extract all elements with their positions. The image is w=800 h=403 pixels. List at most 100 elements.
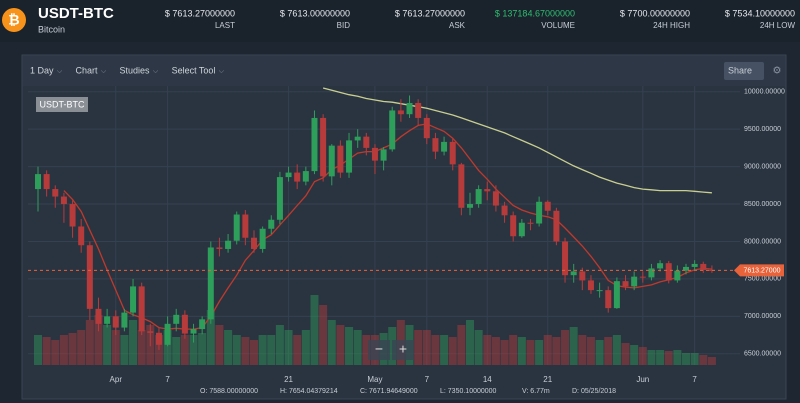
stat-value: $ 7613.27000000 <box>165 8 235 18</box>
candle-body <box>562 241 569 276</box>
header-bar <box>0 0 800 42</box>
candle-body <box>268 219 275 229</box>
candle-body <box>639 276 646 278</box>
toolbar <box>23 56 785 86</box>
candle-body <box>294 172 301 182</box>
volume-bar <box>699 355 708 365</box>
zoom-in[interactable] <box>392 340 414 360</box>
x-tick-label: 21 <box>284 375 293 384</box>
x-tick-label: Apr <box>110 375 123 384</box>
volume-bar <box>638 347 647 365</box>
volume-bar <box>301 330 310 365</box>
volume-bar <box>180 335 189 365</box>
candle-body <box>337 145 344 173</box>
dropdown-caret: ⌵ <box>57 68 63 75</box>
candle-body <box>259 228 266 249</box>
candle-body <box>35 174 41 190</box>
toolbar-item[interactable]: Chart <box>76 65 99 75</box>
ohlc-readout: H: 7654.04379214 <box>280 388 338 395</box>
stat-value: $ 7613.27000000 <box>395 8 465 18</box>
volume-bar <box>77 330 86 365</box>
candle-body <box>207 247 214 320</box>
candle-body <box>60 196 67 205</box>
dropdown-caret: ⌵ <box>101 68 107 75</box>
volume-bar <box>336 325 345 365</box>
candle-body <box>553 210 560 242</box>
candle-body <box>570 271 577 276</box>
candle-body <box>173 314 180 324</box>
x-tick-label: May <box>367 375 382 384</box>
ohlc-readout: D: 05/25/2018 <box>572 388 616 395</box>
volume-bar <box>535 340 544 365</box>
volume-bar <box>310 295 319 365</box>
moving-average <box>63 123 712 330</box>
zoom-controls: − + <box>368 340 414 360</box>
y-tick-label: 7500.00000 <box>744 276 781 283</box>
volume-bar <box>595 340 604 365</box>
candle-body <box>138 286 145 332</box>
volume-bar <box>621 343 630 365</box>
zoom-in-icon[interactable]: + <box>399 341 407 357</box>
stat-label: LAST <box>215 21 235 30</box>
candle-body <box>276 177 283 220</box>
x-tick-label: 7 <box>425 375 430 384</box>
candle-body <box>199 319 206 330</box>
volume-bar <box>206 310 215 365</box>
candle-body <box>613 281 620 309</box>
candle-body <box>708 269 715 271</box>
candle-body <box>536 201 543 224</box>
volume-bar <box>474 330 483 365</box>
volume-bar <box>509 335 518 365</box>
share-label[interactable]: Share <box>728 65 752 75</box>
volume-bar <box>491 337 500 365</box>
x-tick-label: Jun <box>636 375 649 384</box>
candle-body <box>363 136 370 148</box>
volume-bar <box>275 325 284 365</box>
candle-body <box>242 214 249 238</box>
candle-body <box>320 117 327 177</box>
y-tick-label: 6500.00000 <box>744 351 781 358</box>
toolbar-item[interactable]: Select Tool <box>172 65 216 75</box>
ohlc-readout: V: 6.77m <box>522 388 550 395</box>
volume-bar <box>103 325 112 365</box>
volume-bar <box>293 335 302 365</box>
zoom-out-icon[interactable]: − <box>375 341 383 357</box>
candle-body <box>657 263 664 269</box>
volume-bar <box>137 330 146 365</box>
candle-body <box>95 308 102 324</box>
candle-body <box>43 174 50 190</box>
candle-body <box>130 286 137 313</box>
volume-bar <box>422 330 431 365</box>
volume-bar <box>578 335 587 365</box>
candle-body <box>674 270 681 281</box>
candle-body <box>579 271 586 281</box>
candle-body <box>406 102 413 115</box>
candle-body <box>527 222 534 224</box>
volume-bar <box>612 335 621 365</box>
volume-bar <box>232 335 241 365</box>
symbol-badge <box>36 97 88 112</box>
candle-body <box>683 266 689 271</box>
toolbar-item[interactable]: 1 Day <box>30 65 54 75</box>
zoom-out[interactable] <box>368 340 390 360</box>
volume-bar <box>690 353 699 365</box>
volume-bar <box>466 320 474 365</box>
candle-body <box>518 222 525 237</box>
volume-bar <box>68 333 77 365</box>
candle-body <box>596 290 603 292</box>
candle-body <box>389 110 396 150</box>
ohlc-readout: L: 7350.10000000 <box>440 388 497 395</box>
x-tick-label: 21 <box>543 375 552 384</box>
volume-bar <box>319 305 328 365</box>
volume-bar <box>284 330 293 365</box>
candle-body <box>665 263 672 281</box>
volume-bar <box>707 357 716 365</box>
settings-icon[interactable]: ⚙ <box>773 66 782 77</box>
share-button[interactable] <box>724 62 764 80</box>
volume-bar <box>189 335 198 365</box>
volume-bar <box>630 345 639 365</box>
toolbar-item[interactable]: Studies <box>120 65 151 75</box>
candle-body <box>622 281 629 287</box>
y-tick-label: 9000.00000 <box>744 163 781 170</box>
